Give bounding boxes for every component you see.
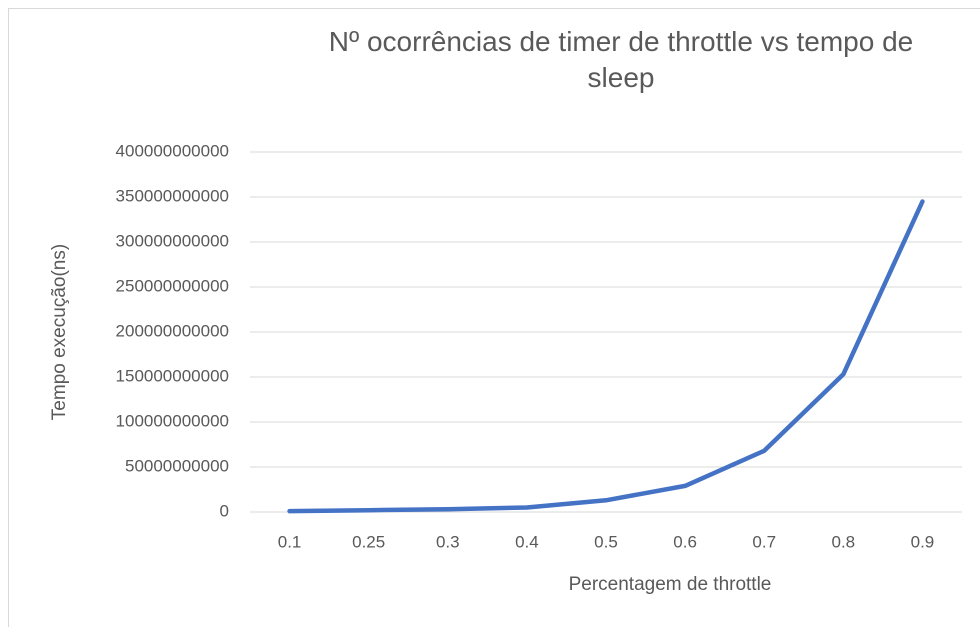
y-tick-label: 350000000000 — [116, 186, 229, 205]
y-tick-label: 400000000000 — [116, 141, 229, 160]
y-tick-label: 250000000000 — [116, 276, 229, 295]
x-tick-label: 0.9 — [911, 532, 935, 551]
y-tick-label: 150000000000 — [116, 366, 229, 385]
x-tick-label: 0.6 — [673, 532, 697, 551]
x-tick-label: 0.1 — [278, 532, 302, 551]
y-tick-label: 300000000000 — [116, 231, 229, 250]
x-axis-label: Percentagem de throttle — [569, 574, 772, 595]
x-tick-label: 0.8 — [832, 532, 856, 551]
line-series — [287, 199, 925, 514]
x-tick-label: 0.25 — [352, 532, 385, 551]
y-tick-label: 100000000000 — [116, 411, 229, 430]
chart-border — [8, 8, 980, 627]
chart-title: Nº ocorrências de timer de throttle vs t… — [329, 26, 914, 93]
x-tick-label: 0.4 — [515, 532, 539, 551]
x-tick-label: 0.5 — [594, 532, 618, 551]
x-tick-label: 0.3 — [436, 532, 460, 551]
x-tick-label: 0.7 — [752, 532, 776, 551]
y-tick-label: 50000000000 — [125, 456, 229, 475]
y-tick-label: 0 — [220, 501, 229, 520]
y-axis-label: Tempo execução(ns) — [49, 244, 70, 420]
y-tick-label: 200000000000 — [116, 321, 229, 340]
